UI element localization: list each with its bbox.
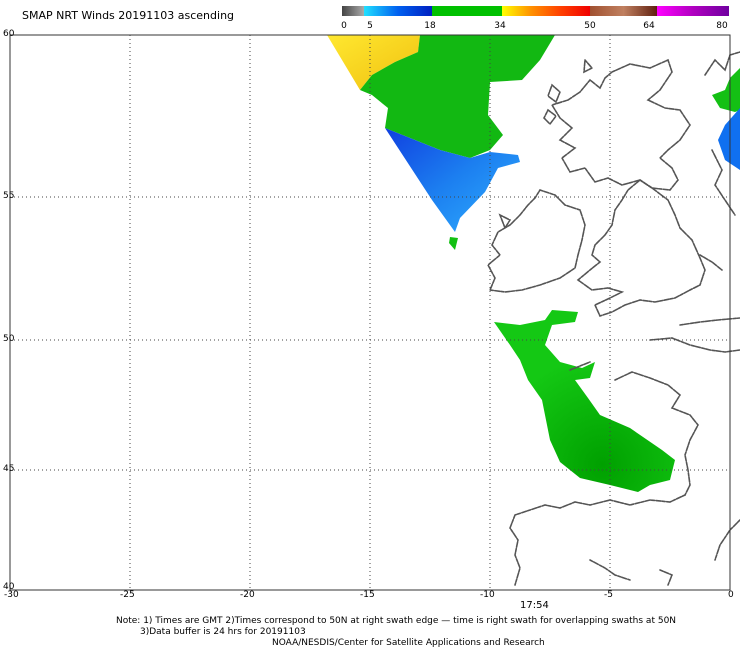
lat-label: 55 — [3, 191, 15, 201]
swath-green-east — [712, 68, 740, 112]
lon-label: -25 — [120, 590, 135, 600]
colorbar-segment-18-34 — [432, 6, 502, 16]
lat-label: 40 — [3, 582, 15, 592]
map-title: SMAP NRT Winds 20191103 ascending — [22, 9, 235, 22]
swath-time-label: 17:54 — [520, 600, 549, 611]
lon-label: 0 — [728, 590, 734, 600]
lat-label: 45 — [3, 464, 15, 474]
lon-label: -30 — [4, 590, 19, 600]
wind-swaths — [327, 35, 740, 492]
colorbar-segment-64-80 — [657, 6, 729, 16]
swath-green-north — [360, 35, 555, 158]
note-line-1: Note: 1) Times are GMT 2)Times correspon… — [116, 616, 677, 626]
note-line-2: 3)Data buffer is 24 hrs for 20191103 — [140, 627, 306, 637]
swath-blue-east — [718, 108, 740, 170]
lon-label: -20 — [240, 590, 255, 600]
lon-label: -15 — [360, 590, 375, 600]
colorbar-segment-50-64 — [590, 6, 657, 16]
lat-label: 50 — [3, 334, 15, 344]
graticule — [9, 34, 731, 591]
colorbar-label: 5 — [367, 21, 373, 31]
coastlines — [486, 51, 740, 586]
credit-line: NOAA/NESDIS/Center for Satellite Applica… — [272, 638, 545, 648]
swath-blue — [385, 128, 520, 232]
colorbar-label: 0 — [341, 21, 347, 31]
colorbar-label: 64 — [643, 21, 655, 31]
colorbar-segment-0-5 — [342, 6, 364, 16]
colorbar-segment-34-50 — [502, 6, 590, 16]
wind-speed-colorbar — [342, 6, 729, 16]
colorbar-label: 18 — [424, 21, 436, 31]
swath-yellow — [327, 35, 420, 90]
colorbar-label: 50 — [584, 21, 596, 31]
colorbar-segment-5-18 — [364, 6, 432, 16]
lon-label: -10 — [480, 590, 495, 600]
colorbar-label: 80 — [716, 21, 728, 31]
colorbar-label: 34 — [494, 21, 506, 31]
swath-green-south — [494, 310, 675, 492]
swath-green-tip — [449, 237, 458, 250]
colorbar-labels: 0 5 18 34 50 64 80 — [341, 21, 740, 33]
lon-label: -5 — [604, 590, 613, 600]
lat-label: 60 — [3, 29, 15, 39]
